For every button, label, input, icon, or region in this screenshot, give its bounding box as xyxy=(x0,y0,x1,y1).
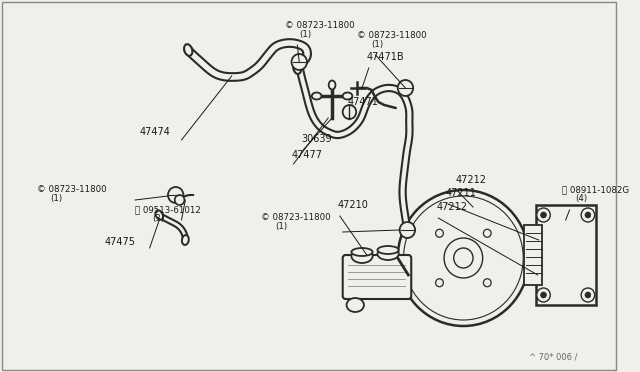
Text: 47474: 47474 xyxy=(140,127,171,137)
Text: (3): (3) xyxy=(152,214,164,223)
Circle shape xyxy=(444,238,483,278)
Circle shape xyxy=(397,80,413,96)
Ellipse shape xyxy=(156,210,163,220)
Ellipse shape xyxy=(329,80,335,90)
Circle shape xyxy=(585,212,591,218)
Text: 47210: 47210 xyxy=(338,200,369,210)
Text: (1): (1) xyxy=(50,194,62,203)
Text: 47211: 47211 xyxy=(446,188,477,198)
Text: 47477: 47477 xyxy=(292,150,323,160)
Circle shape xyxy=(399,222,415,238)
Ellipse shape xyxy=(184,44,193,56)
Text: © 08723-11800: © 08723-11800 xyxy=(260,213,330,222)
Text: (4): (4) xyxy=(575,194,588,203)
Circle shape xyxy=(581,208,595,222)
Ellipse shape xyxy=(293,62,301,74)
FancyBboxPatch shape xyxy=(342,255,412,299)
Text: (1): (1) xyxy=(300,30,312,39)
Text: 47212: 47212 xyxy=(456,175,486,185)
Text: 47471: 47471 xyxy=(348,97,378,107)
Circle shape xyxy=(483,229,491,237)
Ellipse shape xyxy=(378,248,399,260)
Circle shape xyxy=(436,279,444,287)
Circle shape xyxy=(537,288,550,302)
Text: 30639: 30639 xyxy=(301,134,332,144)
Ellipse shape xyxy=(351,248,372,256)
Ellipse shape xyxy=(347,298,364,312)
Circle shape xyxy=(483,279,491,287)
Circle shape xyxy=(342,105,356,119)
Circle shape xyxy=(454,248,473,268)
Ellipse shape xyxy=(378,246,399,254)
Text: 47212: 47212 xyxy=(436,202,467,212)
Text: (1): (1) xyxy=(275,222,287,231)
Circle shape xyxy=(537,208,550,222)
Bar xyxy=(536,205,596,305)
Text: © 08723-11800: © 08723-11800 xyxy=(285,21,355,30)
Text: © 08723-11800: © 08723-11800 xyxy=(36,185,106,194)
Circle shape xyxy=(436,229,444,237)
Bar xyxy=(524,225,541,285)
Ellipse shape xyxy=(342,93,353,99)
Circle shape xyxy=(585,292,591,298)
Circle shape xyxy=(292,54,307,70)
Text: (1): (1) xyxy=(372,40,384,49)
Circle shape xyxy=(175,195,184,205)
Text: Ⓢ 09513-61012: Ⓢ 09513-61012 xyxy=(135,205,201,214)
Text: 47475: 47475 xyxy=(104,237,135,247)
Circle shape xyxy=(541,292,547,298)
Circle shape xyxy=(541,212,547,218)
Ellipse shape xyxy=(182,235,189,245)
Ellipse shape xyxy=(351,249,372,263)
Ellipse shape xyxy=(312,93,321,99)
Circle shape xyxy=(581,288,595,302)
Text: Ⓝ 08911-1082G: Ⓝ 08911-1082G xyxy=(562,185,629,194)
Circle shape xyxy=(397,190,529,326)
Text: 47471B: 47471B xyxy=(367,52,404,62)
Text: ^ 70* 006 /: ^ 70* 006 / xyxy=(529,353,577,362)
Circle shape xyxy=(168,187,184,203)
Text: © 08723-11800: © 08723-11800 xyxy=(357,31,427,40)
